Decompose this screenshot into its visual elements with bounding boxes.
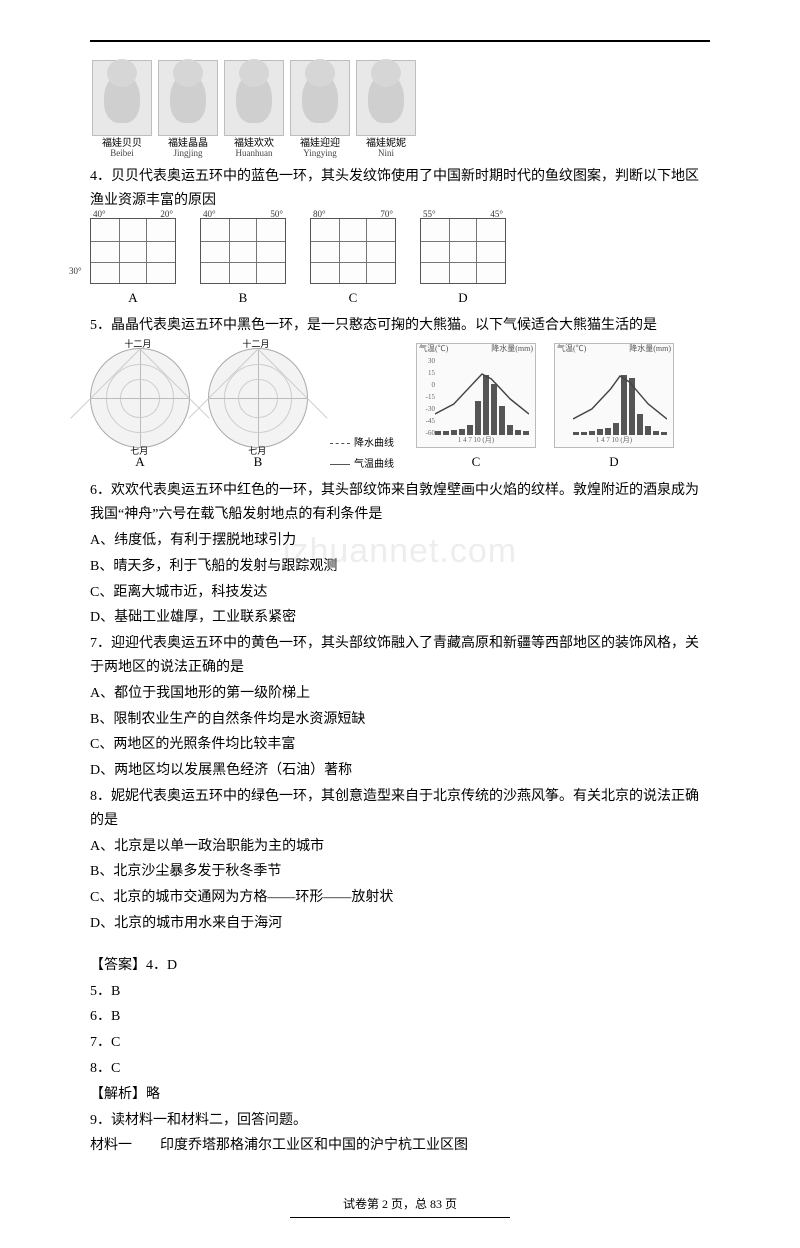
q8-opt-b: B、北京沙尘暴多发于秋冬季节 xyxy=(90,860,710,884)
mascot-yingying: 福娃迎迎Yingying xyxy=(288,60,352,159)
map-a: 40° 20° 30° A xyxy=(90,218,176,309)
climo-x: 1 4 7 10 (月) xyxy=(417,435,535,447)
map-lab: 70° xyxy=(380,207,393,222)
mascot-huanhuan: 福娃欢欢Huanhuan xyxy=(222,60,286,159)
mascot-jingjing: 福娃晶晶Jingjing xyxy=(156,60,220,159)
q8-opt-c: C、北京的城市交通网为方格——环形——放射状 xyxy=(90,886,710,910)
footer-right: 页 xyxy=(442,1197,457,1211)
q6-text: 6．欢欢代表奥运五环中红色的一环，其头部纹饰来自敦煌壁画中火焰的纹样。敦煌附近的… xyxy=(90,479,710,527)
climo-ylab-r: 降水量(mm) xyxy=(491,342,533,356)
map-label: B xyxy=(239,287,248,309)
polar-month: 七月 xyxy=(248,444,266,459)
polar-b: 十二月 七月 B xyxy=(208,348,308,473)
map-lab: 45° xyxy=(490,207,503,222)
q7-opt-d: D、两地区均以发展黑色经济（石油）著称 xyxy=(90,759,710,783)
map-lab: 55° xyxy=(423,207,436,222)
q8-opt-d: D、北京的城市用水来自于海河 xyxy=(90,912,710,936)
map-c: 80° 70° C xyxy=(310,218,396,309)
map-label: C xyxy=(349,287,358,309)
q6-opt-b: B、晴天多，利于飞船的发射与跟踪观测 xyxy=(90,555,710,579)
climo-ylab-l: 气温(℃) xyxy=(557,342,586,356)
polar-month: 十二月 xyxy=(242,337,269,352)
map-lab: 40° xyxy=(203,207,216,222)
page-footer: 试卷第 2 页，总 83 页 xyxy=(90,1194,710,1217)
mascot-en: Beibei xyxy=(102,149,142,159)
q8-opt-a: A、北京是以单一政治职能为主的城市 xyxy=(90,835,710,859)
footer-mid: 页，总 xyxy=(388,1197,430,1211)
answers-4: 【答案】4．D xyxy=(90,954,710,978)
q5-text: 5．晶晶代表奥运五环中黑色一环，是一只憨态可掬的大熊猫。以下气候适合大熊猫生活的… xyxy=(90,314,710,338)
explain: 【解析】略 xyxy=(90,1083,710,1107)
map-b: 40° 50° B xyxy=(200,218,286,309)
climo-c: 气温(℃)降水量(mm) 30150-15-30-45-60 1 4 7 10 … xyxy=(416,343,536,473)
answers-6: 6．B xyxy=(90,1005,710,1029)
footer-total: 83 xyxy=(430,1197,442,1211)
answers-5: 5．B xyxy=(90,980,710,1004)
mascot-en: Nini xyxy=(366,149,406,159)
q8-text: 8．妮妮代表奥运五环中的绿色一环，其创意造型来自于北京传统的沙燕风筝。有关北京的… xyxy=(90,785,710,833)
q7-opt-b: B、限制农业生产的自然条件均是水资源短缺 xyxy=(90,708,710,732)
mascot-en: Yingying xyxy=(300,149,340,159)
climo-ylab-l: 气温(℃) xyxy=(419,342,448,356)
mascot-figure xyxy=(290,60,350,136)
polar-legend: 降水曲线 气温曲线 xyxy=(326,435,398,473)
mascot-nini: 福娃妮妮Nini xyxy=(354,60,418,159)
q6-opt-c: C、距离大城市近，科技发达 xyxy=(90,581,710,605)
footer-left: 试卷第 xyxy=(343,1197,382,1211)
polar-a: 十二月 七月 A xyxy=(90,348,190,473)
climo-d: 气温(℃) 降水量(mm) 1 4 7 10 (月) D xyxy=(554,343,674,473)
mascot-en: Huanhuan xyxy=(234,149,274,159)
mascot-figure xyxy=(356,60,416,136)
polar-month: 十二月 xyxy=(124,337,151,352)
legend-temp: 气温曲线 xyxy=(354,456,394,473)
mascot-figure xyxy=(92,60,152,136)
q9-text: 9．读材料一和材料二，回答问题。 xyxy=(90,1109,710,1133)
map-lab: 20° xyxy=(160,207,173,222)
climo-label: D xyxy=(609,451,618,473)
q4-text: 4．贝贝代表奥运五环中的蓝色一环，其头发纹饰使用了中国新时期时代的鱼纹图案，判断… xyxy=(90,165,710,213)
q6-opt-d: D、基础工业雄厚，工业联系紧密 xyxy=(90,606,710,630)
answers-8: 8．C xyxy=(90,1057,710,1081)
q9-mat1: 材料一 印度乔塔那格浦尔工业区和中国的沪宁杭工业区图 xyxy=(90,1134,710,1158)
map-lab: 80° xyxy=(313,207,326,222)
top-rule xyxy=(90,40,710,42)
legend-precip: 降水曲线 xyxy=(354,435,394,452)
polar-month: 七月 xyxy=(130,444,148,459)
map-lab: 30° xyxy=(69,264,82,279)
mascot-figure xyxy=(224,60,284,136)
mascot-figure xyxy=(158,60,218,136)
q7-opt-c: C、两地区的光照条件均比较丰富 xyxy=(90,733,710,757)
map-lab: 40° xyxy=(93,207,106,222)
map-label: D xyxy=(458,287,467,309)
map-lab: 50° xyxy=(270,207,283,222)
climo-label: C xyxy=(472,451,481,473)
climo-x: 1 4 7 10 (月) xyxy=(555,435,673,447)
map-label: A xyxy=(128,287,137,309)
q6-opt-a: A、纬度低，有利于摆脱地球引力 xyxy=(90,529,710,553)
answers-7: 7．C xyxy=(90,1031,710,1055)
map-d: 55° 45° D xyxy=(420,218,506,309)
q7-opt-a: A、都位于我国地形的第一级阶梯上 xyxy=(90,682,710,706)
q7-text: 7．迎迎代表奥运五环中的黄色一环，其头部纹饰融入了青藏高原和新疆等西部地区的装饰… xyxy=(90,632,710,680)
climo-ylab-r: 降水量(mm) xyxy=(629,342,671,356)
q5-figures: 十二月 七月 A 十二月 七月 B 降水曲线 气温曲线 气温(℃) 降水量(mm)… xyxy=(90,343,710,473)
mascot-en: Jingjing xyxy=(168,149,208,159)
mascot-row: 福娃贝贝Beibei 福娃晶晶Jingjing 福娃欢欢Huanhuan 福娃迎… xyxy=(90,60,710,159)
mascot-beibei: 福娃贝贝Beibei xyxy=(90,60,154,159)
q4-maps: 40° 20° 30° A 40° 50° B 80° 70° C 55° 45… xyxy=(90,218,710,309)
